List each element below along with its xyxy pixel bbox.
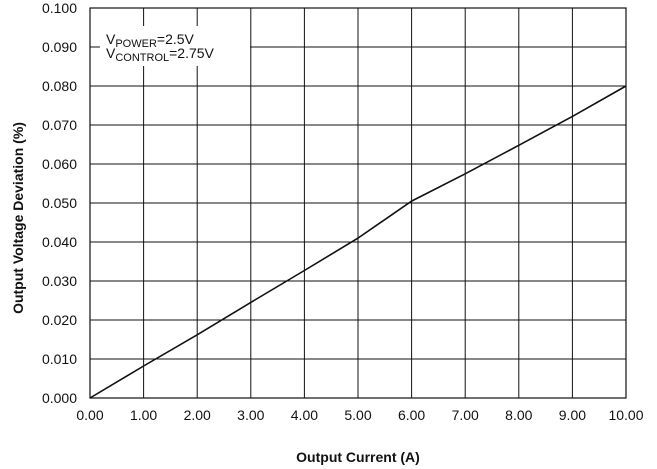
x-tick-label: 10.00	[608, 407, 643, 423]
y-tick-label: 0.080	[42, 78, 77, 94]
x-tick-label: 6.00	[398, 407, 425, 423]
x-axis-title: Output Current (A)	[296, 449, 420, 465]
tick-labels: 0.00 1.00 2.00 3.00 4.00 5.00 6.00 7.00 8.00 9.00…	[42, 0, 644, 423]
plot-frame	[89, 7, 627, 399]
annotation-box	[100, 26, 250, 66]
grid	[89, 7, 627, 399]
x-tick-label: 5.00	[344, 407, 371, 423]
x-tick-label: 9.00	[559, 407, 586, 423]
y-tick-label: 0.020	[42, 312, 77, 328]
y-tick-label: 0.000	[42, 390, 77, 406]
annotation-vcontrol: VCONTROL=2.75V	[106, 45, 215, 64]
x-tick-label: 1.00	[130, 407, 157, 423]
x-tick-label: 7.00	[452, 407, 479, 423]
x-tick-label: 4.00	[291, 407, 318, 423]
x-tick-label: 8.00	[505, 407, 532, 423]
x-tick-label: 0.00	[76, 407, 103, 423]
y-tick-label: 0.070	[42, 117, 77, 133]
y-axis-title: Output Voltage Deviation (%)	[10, 122, 26, 314]
y-tick-label: 0.030	[42, 273, 77, 289]
x-tick-label: 2.00	[184, 407, 211, 423]
series-line	[89, 85, 627, 399]
y-tick-label: 0.090	[42, 39, 77, 55]
annotation-vpower: VPOWER=2.5V	[106, 31, 195, 50]
series-layer	[89, 85, 627, 399]
y-tick-label: 0.060	[42, 156, 77, 172]
y-tick-label: 0.040	[42, 234, 77, 250]
y-tick-label: 0.050	[42, 195, 77, 211]
x-tick-label: 3.00	[237, 407, 264, 423]
y-tick-label: 0.010	[42, 351, 77, 367]
y-tick-label: 0.100	[42, 0, 77, 16]
